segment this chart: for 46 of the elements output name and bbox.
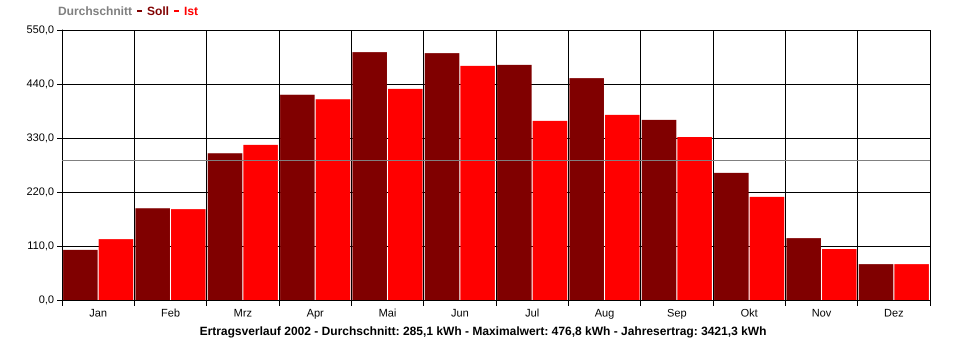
bar	[677, 137, 712, 300]
y-tick-label: 440,0	[26, 78, 54, 90]
bar	[388, 88, 423, 300]
bar	[714, 172, 749, 300]
ref-line-label: Durchschnitt	[58, 4, 132, 18]
bar	[98, 239, 134, 300]
bar	[460, 66, 495, 300]
bar	[750, 196, 784, 300]
x-tick-label: Mai	[378, 308, 396, 320]
bar	[786, 238, 821, 300]
x-tick-label: Dez	[884, 308, 904, 320]
y-tick-label: 550,0	[26, 24, 54, 36]
legend-label: Ist	[184, 4, 198, 18]
y-tick-label: 330,0	[26, 132, 54, 144]
y-tick-label: 220,0	[26, 186, 54, 198]
bar	[63, 250, 98, 300]
x-tick-label: Jul	[525, 308, 540, 320]
text: Ertragsverlauf 2002 - Durchschnitt: 285,1 kWh - Maximalwert: 476,8 kWh - Jahresertrag: 3421,3 kWh	[200, 324, 766, 338]
x-tick-label: Sep	[667, 308, 687, 320]
x-tick-label: Apr	[306, 308, 324, 320]
x-tick-label: Feb	[161, 308, 180, 320]
bar	[280, 94, 315, 300]
x-tick-label: Okt	[740, 308, 758, 320]
bar	[642, 120, 676, 300]
legend-label: Soll	[147, 4, 170, 18]
bar	[208, 153, 242, 300]
bar	[532, 120, 568, 300]
bar	[171, 209, 206, 300]
x-tick-label: Mrz	[234, 308, 252, 320]
bar	[243, 144, 278, 300]
bar	[894, 264, 929, 300]
bar	[135, 208, 170, 300]
x-tick-label: Nov	[812, 308, 832, 320]
x-tick-label: Jan	[89, 308, 108, 320]
bar	[497, 64, 532, 300]
y-tick-label: 0,0	[38, 294, 54, 306]
y-tick-label: 110,0	[27, 240, 54, 252]
bar	[352, 52, 387, 300]
x-tick-label: Jun	[450, 308, 469, 320]
x-tick-label: Aug	[594, 308, 614, 320]
bar	[424, 53, 460, 300]
bar	[605, 114, 640, 300]
bar	[316, 99, 350, 300]
bar	[822, 248, 857, 300]
bar	[569, 78, 604, 300]
bar	[858, 264, 894, 300]
